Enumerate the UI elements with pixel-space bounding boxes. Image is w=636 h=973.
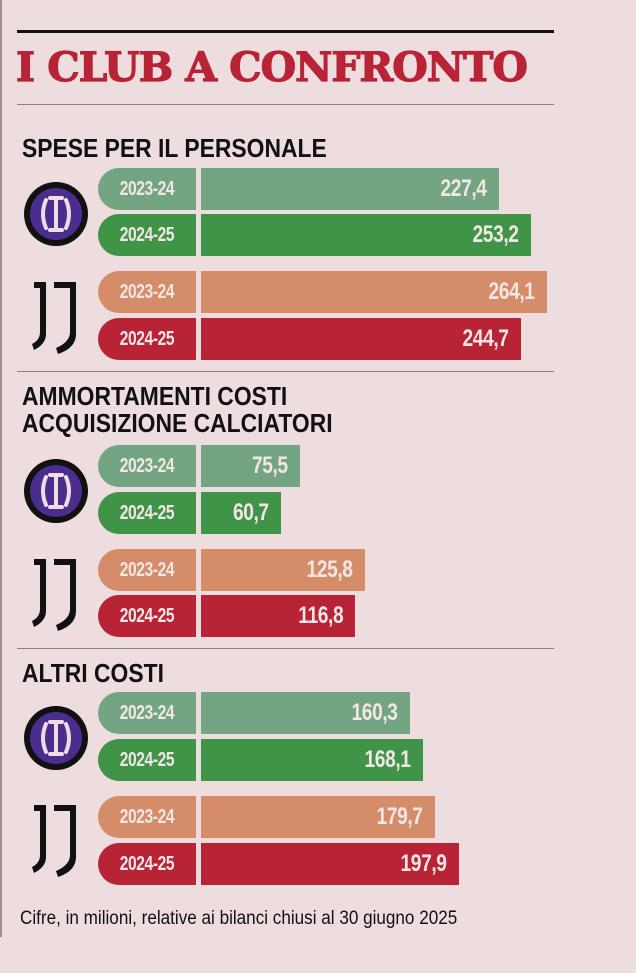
bar-row: 2023-24 264,1	[98, 271, 547, 313]
bar-juventus-2024-25: 244,7	[201, 318, 521, 360]
bar-inter-2023-24: 160,3	[201, 692, 410, 734]
top-rule	[17, 30, 554, 33]
section-title-personale: SPESE PER IL PERSONALE	[22, 133, 327, 163]
season-label: 2023-24	[98, 168, 196, 210]
season-label: 2024-25	[98, 318, 196, 360]
bar-row: 2024-25 244,7	[98, 318, 521, 360]
bar-juventus-2023-24: 179,7	[201, 796, 435, 838]
season-label: 2023-24	[98, 796, 196, 838]
bar-juventus-2024-25: 197,9	[201, 843, 459, 885]
bar-inter-2024-25: 60,7	[201, 492, 281, 534]
section-title-altri-costi: ALTRI COSTI	[22, 658, 164, 688]
season-label: 2023-24	[98, 692, 196, 734]
season-label: 2024-25	[98, 492, 196, 534]
bar-inter-2023-24: 75,5	[201, 445, 300, 487]
inter-logo-icon	[24, 706, 88, 770]
divider	[17, 648, 554, 649]
bar-row: 2024-25 253,2	[98, 214, 531, 256]
page-title: I CLUB A CONFRONTO	[15, 43, 528, 91]
bar-row: 2024-25 60,7	[98, 492, 281, 534]
bar-row: 2024-25 168,1	[98, 739, 423, 781]
juventus-logo-icon	[32, 559, 76, 631]
season-label: 2024-25	[98, 843, 196, 885]
bar-inter-2023-24: 227,4	[201, 168, 499, 210]
inter-logo-icon	[24, 459, 88, 523]
bar-juventus-2023-24: 264,1	[201, 271, 547, 313]
divider	[17, 371, 554, 372]
bar-row: 2023-24 125,8	[98, 549, 365, 591]
bar-row: 2023-24 227,4	[98, 168, 499, 210]
bar-inter-2024-25: 253,2	[201, 214, 531, 256]
bar-inter-2024-25: 168,1	[201, 739, 423, 781]
season-label: 2024-25	[98, 595, 196, 637]
bar-row: 2023-24 75,5	[98, 445, 300, 487]
bar-row: 2023-24 160,3	[98, 692, 410, 734]
season-label: 2023-24	[98, 271, 196, 313]
season-label: 2023-24	[98, 549, 196, 591]
divider	[17, 104, 554, 105]
season-label: 2023-24	[98, 445, 196, 487]
juventus-logo-icon	[32, 805, 76, 877]
season-label: 2024-25	[98, 739, 196, 781]
footnote: Cifre, in milioni, relative ai bilanci c…	[20, 908, 458, 929]
bar-juventus-2023-24: 125,8	[201, 549, 365, 591]
bar-row: 2024-25 116,8	[98, 595, 355, 637]
inter-logo-icon	[24, 182, 88, 246]
bar-juventus-2024-25: 116,8	[201, 595, 355, 637]
juventus-logo-icon	[32, 282, 76, 354]
section-title-ammortamenti-line2: ACQUISIZIONE CALCIATORI	[22, 408, 333, 438]
season-label: 2024-25	[98, 214, 196, 256]
bar-row: 2024-25 197,9	[98, 843, 459, 885]
left-border	[0, 0, 2, 937]
bar-row: 2023-24 179,7	[98, 796, 435, 838]
section-title-ammortamenti-line1: AMMORTAMENTI COSTI	[22, 381, 288, 411]
